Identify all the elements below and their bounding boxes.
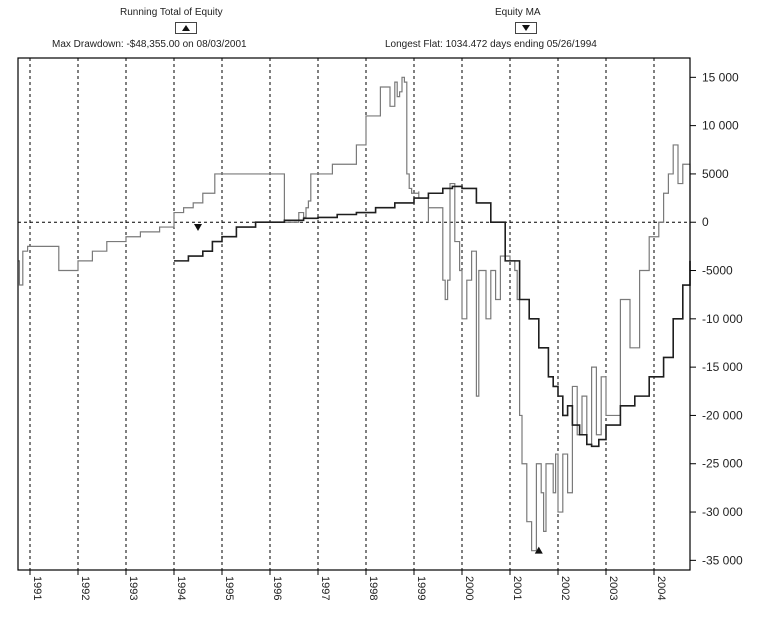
y-tick-label: -25 000 bbox=[702, 457, 743, 471]
y-tick-label: 15 000 bbox=[702, 70, 739, 84]
x-tick-label: 1993 bbox=[127, 576, 139, 600]
x-tick-label: 1991 bbox=[31, 576, 43, 600]
y-tick-label: -35 000 bbox=[702, 553, 743, 567]
x-tick-label: 1996 bbox=[271, 576, 283, 600]
plot-frame bbox=[17, 57, 691, 571]
x-tick-label: 1992 bbox=[79, 576, 91, 600]
triangle-up-icon bbox=[182, 25, 190, 31]
series-markers bbox=[194, 224, 543, 554]
grid bbox=[18, 58, 690, 570]
x-tick-label: 2002 bbox=[559, 576, 571, 600]
y-tick-label: 10 000 bbox=[702, 119, 739, 133]
x-axis: 1991 1992 1993 1994 1995 1996 1997 1998 1999 2000… bbox=[29, 570, 667, 600]
x-tick-label: 2001 bbox=[511, 576, 523, 600]
x-tick-label: 1999 bbox=[415, 576, 427, 600]
equity-legend-title: Running Total of Equity bbox=[120, 7, 223, 18]
drawdown-marker bbox=[534, 546, 543, 554]
x-tick-label: 2003 bbox=[607, 576, 619, 600]
triangle-down-icon bbox=[522, 25, 530, 31]
y-tick-label: -30 000 bbox=[702, 505, 743, 519]
x-tick-label: 1994 bbox=[175, 576, 187, 600]
y-tick-label: -5000 bbox=[702, 264, 733, 278]
ma-legend-marker[interactable] bbox=[515, 22, 537, 34]
ma-series-line bbox=[174, 185, 691, 448]
x-tick-label: 1995 bbox=[223, 576, 235, 600]
max-drawdown-text: Max Drawdown: -$48,355.00 on 08/03/2001 bbox=[52, 39, 247, 50]
x-tick-label: 2000 bbox=[463, 576, 475, 600]
y-tick-label: -10 000 bbox=[702, 312, 743, 326]
series-lines bbox=[18, 76, 691, 552]
flat-marker bbox=[194, 224, 202, 232]
plot-border bbox=[17, 57, 691, 571]
longest-flat-text: Longest Flat: 1034.472 days ending 05/26… bbox=[385, 39, 597, 50]
y-tick-label: 0 bbox=[702, 215, 709, 229]
y-tick-label: -15 000 bbox=[702, 360, 743, 374]
y-tick-label: -20 000 bbox=[702, 408, 743, 422]
x-tick-label: 1997 bbox=[319, 576, 331, 600]
equity-series-line bbox=[18, 76, 691, 552]
x-tick-label: 1998 bbox=[367, 576, 379, 600]
ma-legend-title: Equity MA bbox=[495, 7, 541, 18]
x-tick-label: 2004 bbox=[655, 576, 667, 600]
y-tick-label: 5000 bbox=[702, 167, 729, 181]
y-axis: 15 000 10 000 5000 0 -5000 -10 000 -15 000 -20 … bbox=[690, 70, 743, 567]
equity-legend-marker[interactable] bbox=[175, 22, 197, 34]
